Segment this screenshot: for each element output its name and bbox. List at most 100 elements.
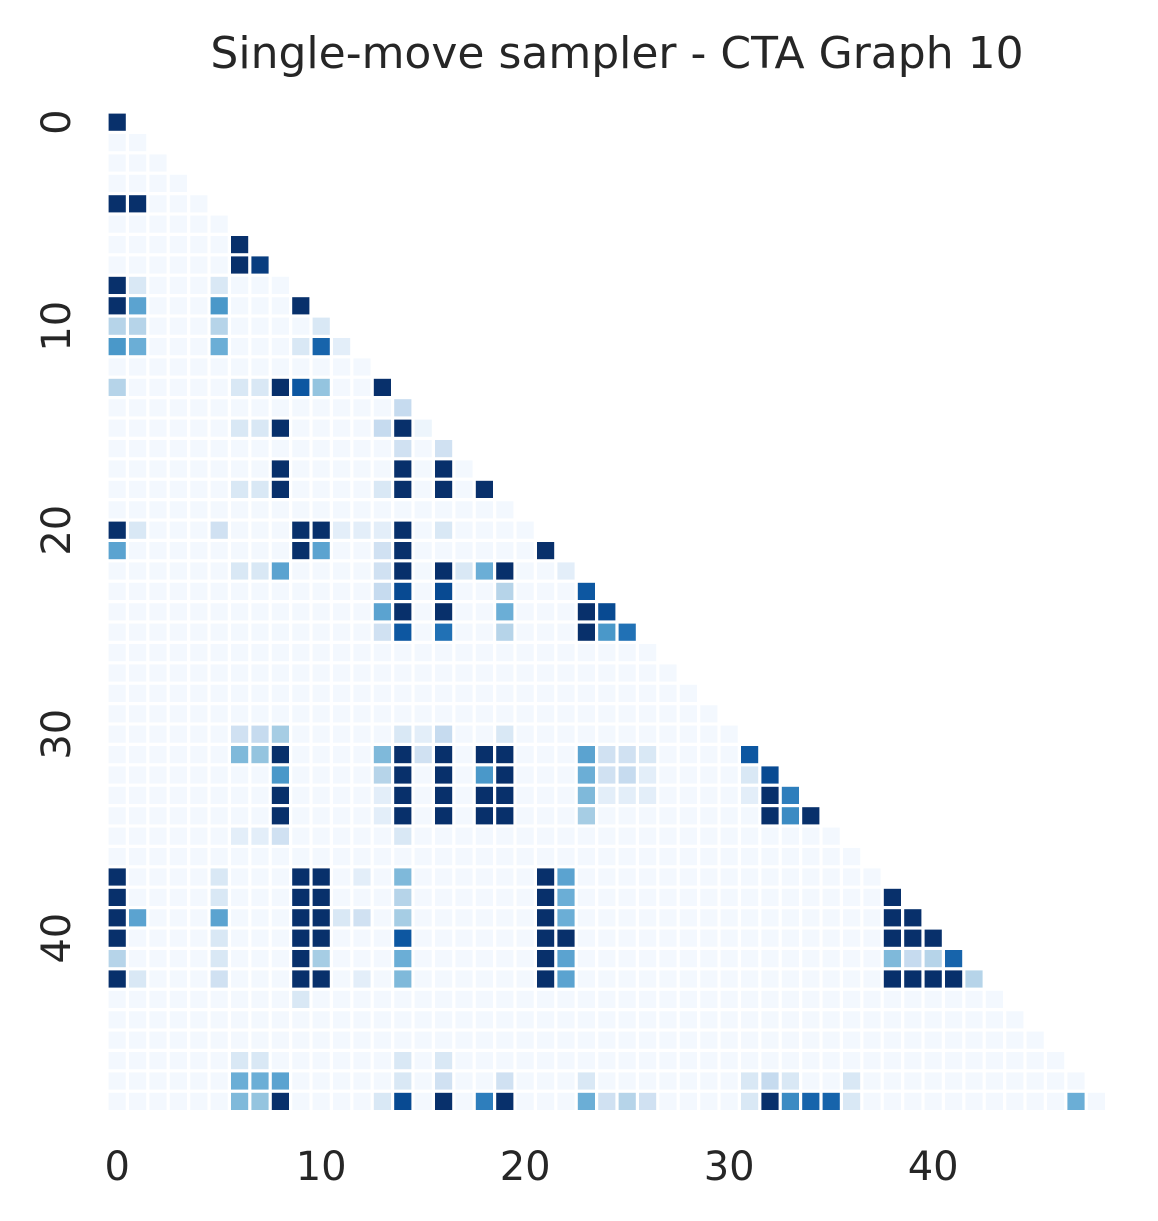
heatmap-cell bbox=[108, 276, 126, 294]
heatmap-cell bbox=[190, 868, 208, 886]
heatmap-cell bbox=[414, 929, 432, 947]
heatmap-cell bbox=[251, 684, 269, 702]
heatmap-cell bbox=[333, 582, 351, 600]
heatmap-cell bbox=[312, 929, 330, 947]
heatmap-cell bbox=[169, 215, 187, 233]
heatmap-cell bbox=[333, 848, 351, 866]
heatmap-cell bbox=[516, 562, 534, 580]
heatmap-cell bbox=[761, 786, 779, 804]
heatmap-cell bbox=[333, 807, 351, 825]
heatmap-cell bbox=[985, 1031, 1003, 1049]
heatmap-cell bbox=[394, 950, 412, 968]
heatmap-cell bbox=[659, 929, 677, 947]
heatmap-cell bbox=[618, 725, 636, 743]
heatmap-cell bbox=[761, 929, 779, 947]
heatmap-cell bbox=[516, 888, 534, 906]
heatmap-cell bbox=[618, 684, 636, 702]
heatmap-cell bbox=[394, 725, 412, 743]
heatmap-cell bbox=[924, 1031, 942, 1049]
heatmap-cell bbox=[108, 929, 126, 947]
heatmap-cell bbox=[373, 888, 391, 906]
heatmap-cell bbox=[271, 827, 289, 845]
heatmap-cell bbox=[496, 950, 514, 968]
heatmap-cell bbox=[455, 521, 473, 539]
heatmap-cell bbox=[577, 929, 595, 947]
heatmap-cell bbox=[394, 746, 412, 764]
heatmap-cell bbox=[210, 746, 228, 764]
heatmap-cell bbox=[251, 501, 269, 519]
heatmap-cell bbox=[843, 848, 861, 866]
heatmap-cell bbox=[373, 705, 391, 723]
heatmap-cell bbox=[965, 1031, 983, 1049]
heatmap-cell bbox=[496, 888, 514, 906]
heatmap-cell bbox=[659, 990, 677, 1008]
heatmap-cell bbox=[598, 1052, 616, 1070]
heatmap-cell bbox=[741, 950, 759, 968]
heatmap-cell bbox=[231, 725, 249, 743]
heatmap-cell bbox=[761, 1031, 779, 1049]
heatmap-cell bbox=[455, 1031, 473, 1049]
heatmap-cell bbox=[414, 664, 432, 682]
heatmap-cell bbox=[210, 358, 228, 376]
heatmap-cell bbox=[761, 950, 779, 968]
heatmap-cell bbox=[108, 1072, 126, 1090]
heatmap-cell bbox=[598, 1011, 616, 1029]
y-tick-label: 40 bbox=[34, 913, 80, 964]
heatmap-cell bbox=[129, 134, 147, 152]
heatmap-cell bbox=[292, 440, 310, 458]
heatmap-cell bbox=[149, 562, 167, 580]
heatmap-cell bbox=[516, 623, 534, 641]
heatmap-cell bbox=[169, 623, 187, 641]
heatmap-cell bbox=[210, 705, 228, 723]
x-tick-label: 0 bbox=[104, 1144, 129, 1190]
heatmap-cell bbox=[863, 1011, 881, 1029]
heatmap-cell bbox=[496, 868, 514, 886]
heatmap-cell bbox=[353, 848, 371, 866]
heatmap-cell bbox=[149, 440, 167, 458]
heatmap-cell bbox=[190, 236, 208, 254]
heatmap-cell bbox=[1026, 1052, 1044, 1070]
heatmap-cell bbox=[557, 1031, 575, 1049]
heatmap-cell bbox=[312, 786, 330, 804]
heatmap-cell bbox=[618, 705, 636, 723]
heatmap-cell bbox=[475, 1011, 493, 1029]
heatmap-cell bbox=[373, 440, 391, 458]
heatmap-cell bbox=[333, 440, 351, 458]
heatmap-cell bbox=[129, 888, 147, 906]
heatmap-cell bbox=[577, 725, 595, 743]
heatmap-cell bbox=[210, 766, 228, 784]
heatmap-cell bbox=[129, 399, 147, 417]
heatmap-cell bbox=[516, 603, 534, 621]
heatmap-cell bbox=[577, 623, 595, 641]
heatmap-cell bbox=[659, 848, 677, 866]
heatmap-cell bbox=[720, 766, 738, 784]
heatmap-cell bbox=[373, 378, 391, 396]
heatmap-cell bbox=[333, 644, 351, 662]
heatmap-cell bbox=[679, 684, 697, 702]
heatmap-cell bbox=[618, 868, 636, 886]
heatmap-cell bbox=[822, 950, 840, 968]
heatmap-cell bbox=[516, 807, 534, 825]
heatmap-cell bbox=[271, 276, 289, 294]
heatmap-cell bbox=[394, 929, 412, 947]
heatmap-cell bbox=[741, 1052, 759, 1070]
heatmap-cell bbox=[700, 1092, 718, 1110]
heatmap-cell bbox=[312, 888, 330, 906]
heatmap-cell bbox=[271, 317, 289, 335]
heatmap-cell bbox=[843, 970, 861, 988]
heatmap-cell bbox=[639, 827, 657, 845]
heatmap-cell bbox=[394, 848, 412, 866]
heatmap-cell bbox=[108, 684, 126, 702]
heatmap-cell bbox=[251, 1052, 269, 1070]
heatmap-cell bbox=[679, 1052, 697, 1070]
heatmap-cell bbox=[945, 1052, 963, 1070]
heatmap-cell bbox=[251, 582, 269, 600]
heatmap-cell bbox=[435, 725, 453, 743]
heatmap-cell bbox=[149, 603, 167, 621]
heatmap-cell bbox=[149, 848, 167, 866]
heatmap-cell bbox=[271, 1011, 289, 1029]
heatmap-cell bbox=[496, 1011, 514, 1029]
heatmap-cell bbox=[190, 725, 208, 743]
heatmap-cell bbox=[598, 786, 616, 804]
heatmap-cell bbox=[924, 1052, 942, 1070]
